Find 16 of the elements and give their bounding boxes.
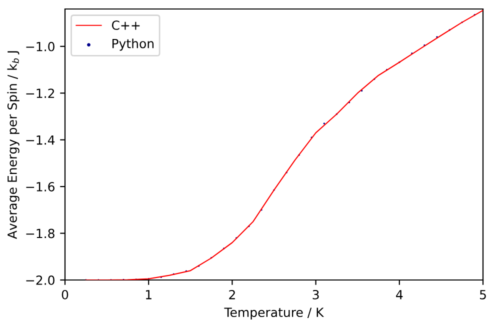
x-tick-label: 4 — [396, 290, 403, 300]
legend-label: C++ — [112, 20, 140, 30]
x-tick-label: 1 — [146, 290, 152, 300]
y-tick-label: −1.0 — [26, 42, 54, 52]
y-tick-label: −1.4 — [26, 135, 55, 145]
x-tick-label: 5 — [480, 290, 486, 300]
y-tick-label: −2.0 — [26, 275, 54, 285]
x-axis-title: Temperature / K — [224, 308, 324, 320]
legend-label: Python — [112, 38, 154, 51]
x-tick-label: 0 — [62, 290, 68, 300]
y-tick-label: −1.2 — [26, 88, 54, 98]
y-axis-title: Average Energy per Spin / k$_{b}$ J — [7, 51, 20, 239]
x-tick-label: 2 — [229, 290, 235, 300]
y-tick-label: −1.6 — [26, 182, 54, 192]
y-tick-label: −1.8 — [26, 228, 54, 238]
x-tick-label: 3 — [312, 290, 319, 300]
